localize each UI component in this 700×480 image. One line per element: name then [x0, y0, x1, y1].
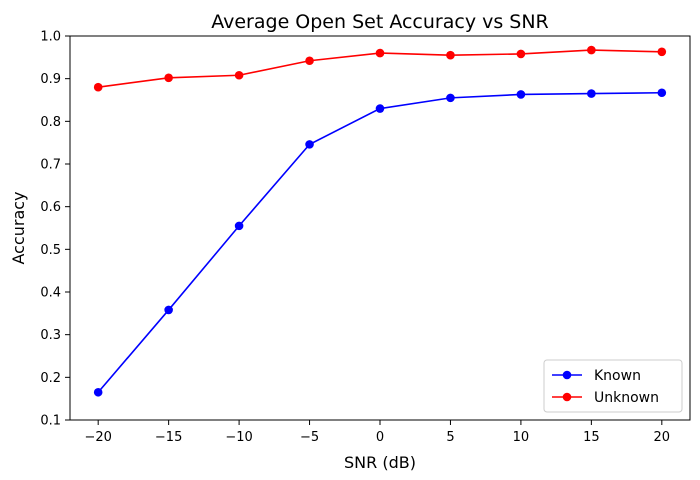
y-axis-title: Accuracy [9, 191, 28, 264]
x-tick-label: 0 [376, 430, 384, 445]
x-tick-label: 5 [446, 430, 454, 445]
data-point-unknown [234, 70, 244, 80]
y-tick-label: 0.4 [40, 286, 61, 301]
x-tick-label: 15 [583, 430, 600, 445]
data-point-known [516, 90, 526, 99]
data-point-known [587, 89, 596, 98]
data-point-known [375, 104, 385, 113]
x-axis-title: SNR (dB) [344, 453, 416, 472]
legend-marker [562, 370, 572, 380]
x-tick-label: −10 [225, 430, 252, 445]
x-tick-label: −5 [300, 430, 319, 445]
legend: Known Unknown [543, 359, 683, 413]
legend-label-known: Known [594, 368, 641, 384]
y-tick-label: 0.3 [40, 328, 61, 343]
data-point-known [234, 221, 244, 231]
series-line-known [97, 91, 662, 393]
x-tick-label: 20 [654, 430, 671, 445]
y-tick-label: 0.8 [40, 115, 61, 130]
data-point-unknown [446, 50, 455, 60]
data-point-unknown [587, 45, 596, 55]
y-tick-label: 0.1 [40, 414, 61, 429]
legend-marker [562, 392, 572, 402]
data-point-unknown [305, 56, 314, 66]
y-tick-label: 0.5 [40, 243, 61, 258]
data-point-known [446, 93, 455, 103]
chart-title: Average Open Set Accuracy vs SNR [211, 11, 549, 33]
data-point-unknown [657, 47, 667, 57]
legend-label-unknown: Unknown [594, 390, 659, 406]
axes: −20 −15 −10 −5 0 5 10 15 20 0.1 0.2 0.3 0.4 0.5 0.6 0.7… [40, 30, 691, 445]
x-tick-label: −20 [84, 430, 111, 445]
data-point-unknown [516, 49, 526, 59]
data-point-known [305, 140, 314, 149]
y-tick-label: 1.0 [40, 30, 61, 45]
y-tick-label: 0.2 [40, 371, 61, 386]
data-point-known [657, 88, 667, 98]
legend-box [543, 359, 683, 413]
x-tick-label: −15 [155, 430, 182, 445]
x-tick-label: 10 [513, 430, 530, 445]
data-point-known [164, 305, 173, 315]
data-point-unknown [164, 73, 173, 83]
y-tick-label: 0.7 [40, 158, 61, 173]
y-tick-label: 0.9 [40, 72, 61, 87]
y-tick-label: 0.6 [40, 200, 61, 215]
plot-area [93, 45, 667, 397]
data-point-unknown [93, 82, 103, 92]
data-point-unknown [375, 48, 385, 58]
data-point-known [93, 387, 103, 397]
